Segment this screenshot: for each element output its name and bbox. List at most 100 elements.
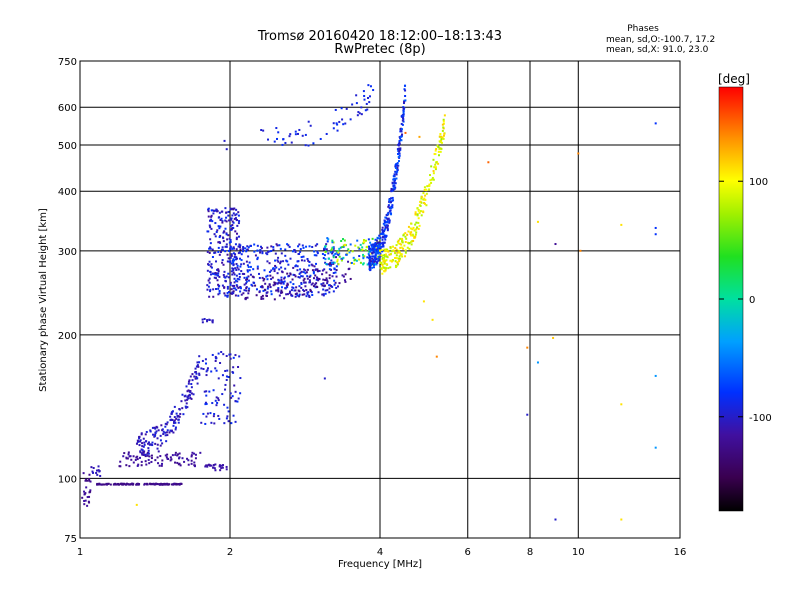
data-point [190, 455, 193, 458]
data-point [367, 84, 370, 87]
data-point [280, 266, 283, 269]
data-point [238, 355, 241, 358]
data-point [218, 289, 221, 292]
data-point [221, 259, 224, 262]
data-point [125, 464, 128, 467]
data-point [275, 127, 278, 130]
data-point [620, 223, 623, 226]
data-point [318, 277, 321, 280]
data-point [217, 270, 220, 273]
data-point [278, 244, 281, 247]
data-point [224, 294, 227, 297]
data-point [115, 483, 118, 486]
data-point [230, 396, 233, 399]
data-point [291, 278, 294, 281]
data-point [180, 482, 183, 485]
data-point [236, 232, 239, 235]
data-point [357, 246, 360, 249]
data-point [165, 431, 168, 434]
data-point [410, 234, 413, 237]
data-point [141, 442, 144, 445]
data-point [379, 236, 382, 239]
data-point [391, 245, 394, 248]
stats-o-mode: mean, sd,O:-100.7, 17.2 [606, 35, 715, 45]
x-tick-label: 10 [572, 547, 585, 558]
data-point [281, 291, 284, 294]
data-point [214, 235, 217, 238]
data-point [209, 270, 212, 273]
data-point [154, 433, 157, 436]
data-point [246, 270, 249, 273]
data-point [298, 276, 301, 279]
data-point [415, 221, 418, 224]
data-point [402, 102, 405, 105]
data-point [158, 464, 161, 467]
data-point [216, 279, 219, 282]
data-point [654, 122, 657, 125]
data-point [217, 397, 220, 400]
data-point [335, 275, 338, 278]
data-point [221, 220, 224, 223]
data-point [432, 178, 435, 181]
data-point [430, 165, 433, 168]
data-point [340, 239, 343, 242]
data-point [361, 248, 364, 251]
data-point [273, 298, 276, 301]
data-point [332, 290, 335, 293]
data-point [374, 245, 377, 248]
data-point [335, 256, 338, 259]
data-point [374, 238, 377, 241]
data-point [297, 276, 300, 279]
data-point [316, 277, 319, 280]
data-point [366, 108, 369, 111]
data-point [315, 254, 318, 257]
data-point [654, 226, 657, 229]
data-point [225, 243, 228, 246]
data-point [378, 255, 381, 258]
data-point [170, 412, 173, 415]
data-point [233, 255, 236, 258]
data-point [373, 255, 376, 258]
data-point [215, 369, 218, 372]
data-point [398, 141, 401, 144]
data-point [420, 197, 423, 200]
data-point [101, 483, 104, 486]
data-point [148, 441, 151, 444]
data-point [307, 144, 310, 147]
data-point [554, 518, 557, 521]
data-point [326, 280, 329, 283]
data-point [146, 483, 149, 486]
data-point [410, 222, 413, 225]
data-point [331, 246, 334, 249]
data-point [283, 280, 286, 283]
y-tick-label: 300 [58, 247, 77, 258]
data-point [217, 414, 220, 417]
data-point [237, 294, 240, 297]
data-point [383, 219, 386, 222]
data-point [401, 133, 404, 136]
data-point [289, 133, 292, 136]
data-point [138, 435, 141, 438]
data-point [394, 164, 397, 167]
data-point [206, 465, 209, 468]
data-point [372, 251, 375, 254]
data-point [377, 252, 380, 255]
data-point [299, 248, 302, 251]
data-point [325, 248, 328, 251]
data-point [402, 111, 405, 114]
data-point [232, 221, 235, 224]
data-point [190, 386, 193, 389]
data-point [283, 297, 286, 300]
data-point [238, 272, 241, 275]
data-point [89, 490, 92, 493]
data-point [333, 283, 336, 286]
data-point [373, 257, 376, 260]
data-point [208, 318, 211, 321]
data-point [345, 107, 348, 110]
y-tick-label: 100 [58, 474, 77, 485]
data-point [349, 243, 352, 246]
data-point [83, 500, 86, 503]
data-point [422, 198, 425, 201]
data-point [304, 133, 307, 136]
data-point [323, 247, 326, 250]
